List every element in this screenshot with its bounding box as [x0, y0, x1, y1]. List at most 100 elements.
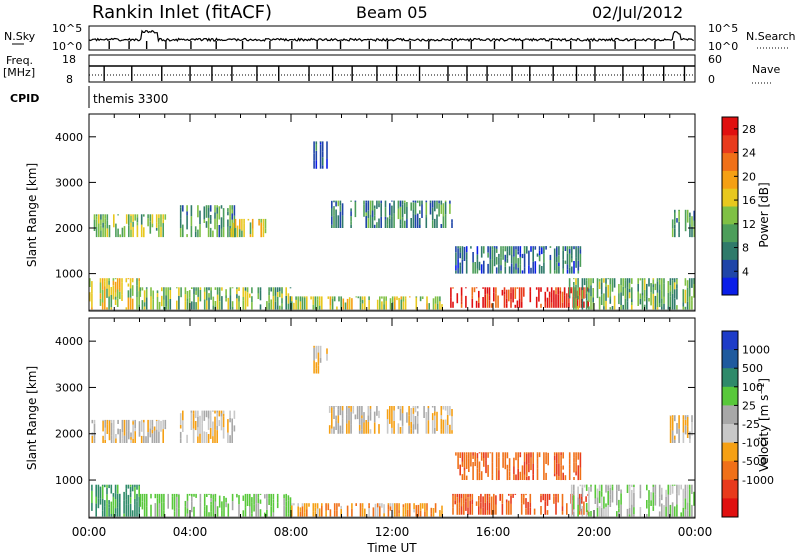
heatmap-cell — [108, 284, 110, 297]
heatmap-cell — [514, 493, 517, 495]
heatmap-cell — [555, 496, 557, 503]
heatmap-cell — [203, 206, 206, 220]
heatmap-cell — [488, 295, 491, 301]
heatmap-cell — [529, 287, 532, 292]
heatmap-cell — [661, 503, 663, 517]
heatmap-cell — [620, 292, 622, 305]
heatmap-cell — [225, 295, 227, 299]
colorbar-swatch — [722, 117, 738, 136]
heatmap-cell — [478, 506, 480, 515]
heatmap-cell — [136, 297, 138, 311]
heatmap-cell — [125, 279, 128, 283]
heatmap-cell — [472, 252, 474, 263]
heatmap-cell — [184, 506, 187, 517]
heatmap-cell — [387, 503, 390, 505]
heatmap-cell — [650, 492, 652, 501]
heatmap-cell — [127, 297, 130, 311]
heatmap-cell — [152, 290, 154, 300]
heatmap-cell — [408, 406, 410, 409]
heatmap-cell — [180, 287, 182, 298]
heatmap-cell — [351, 503, 353, 509]
heatmap-cell — [658, 484, 661, 498]
heatmap-cell — [165, 306, 167, 311]
heatmap-cell — [463, 454, 466, 468]
heatmap-cell — [430, 507, 433, 514]
heatmap-cell — [624, 298, 627, 311]
heatmap-cell — [544, 501, 547, 515]
heatmap-cell — [538, 288, 540, 302]
heatmap-cell — [379, 503, 381, 507]
heatmap-cell — [236, 298, 238, 310]
heatmap-cell — [463, 493, 465, 504]
heatmap-cell — [95, 503, 97, 518]
heatmap-cell — [545, 246, 547, 248]
heatmap-cell — [108, 281, 110, 285]
heatmap-cell — [438, 200, 440, 204]
heatmap-cell — [358, 425, 361, 431]
heatmap-cell — [543, 473, 545, 480]
heatmap-cell — [193, 294, 195, 302]
velocity-heatmap — [89, 345, 695, 519]
colorbar-tick-label: 25 — [742, 399, 756, 412]
heatmap-cell — [231, 219, 233, 233]
heatmap-cell — [450, 297, 452, 308]
heatmap-cell — [106, 503, 108, 518]
heatmap-cell — [108, 296, 110, 311]
colorbar-swatch — [722, 424, 738, 444]
heatmap-cell — [376, 222, 378, 228]
heatmap-cell — [283, 505, 285, 518]
heatmap-cell — [674, 209, 676, 213]
heatmap-cell — [561, 493, 564, 507]
heatmap-cell — [401, 425, 404, 434]
heatmap-cell — [369, 406, 372, 409]
heatmap-cell — [459, 464, 461, 476]
heatmap-cell — [510, 246, 513, 255]
heatmap-cell — [233, 205, 236, 216]
heatmap-cell — [216, 224, 218, 238]
heatmap-cell — [517, 258, 519, 268]
heatmap-cell — [553, 452, 556, 456]
heatmap-cell — [222, 416, 225, 428]
heatmap-cell — [316, 508, 319, 518]
heatmap-cell — [484, 294, 486, 308]
heatmap-cell — [427, 408, 430, 421]
heatmap-cell — [125, 214, 128, 224]
heatmap-cell — [152, 299, 154, 311]
heatmap-cell — [93, 423, 96, 439]
heatmap-cell — [145, 288, 148, 298]
heatmap-cell — [515, 474, 517, 481]
heatmap-cell — [499, 493, 501, 501]
heatmap-cell — [365, 215, 367, 228]
heatmap-cell — [276, 305, 279, 310]
heatmap-cell — [564, 475, 567, 481]
heatmap-cell — [461, 461, 464, 467]
heatmap-cell — [190, 225, 193, 238]
heatmap-cell — [658, 289, 661, 303]
heatmap-cell — [326, 149, 328, 159]
heatmap-cell — [519, 256, 522, 264]
heatmap-cell — [436, 200, 438, 202]
heatmap-cell — [460, 301, 463, 305]
heatmap-cell — [515, 452, 517, 461]
heatmap-cell — [210, 498, 212, 502]
heatmap-cell — [444, 214, 447, 228]
heatmap-cell — [461, 259, 464, 274]
heatmap-cell — [339, 200, 342, 206]
heatmap-cell — [264, 218, 267, 229]
heatmap-cell — [171, 493, 174, 497]
heatmap-cell — [257, 493, 260, 498]
heatmap-cell — [577, 305, 579, 310]
heatmap-cell — [439, 301, 441, 310]
heatmap-cell — [158, 214, 160, 218]
heatmap-cell — [415, 296, 418, 298]
heatmap-cell — [114, 493, 117, 500]
heatmap-cell — [160, 420, 162, 432]
heatmap-cell — [163, 287, 165, 289]
heatmap-cell — [652, 287, 655, 294]
heatmap-cell — [588, 284, 590, 289]
heatmap-cell — [383, 296, 385, 305]
heatmap-cell — [671, 219, 674, 229]
heatmap-cell — [631, 504, 633, 517]
heatmap-cell — [106, 278, 108, 289]
colorbar-swatch — [722, 461, 738, 481]
